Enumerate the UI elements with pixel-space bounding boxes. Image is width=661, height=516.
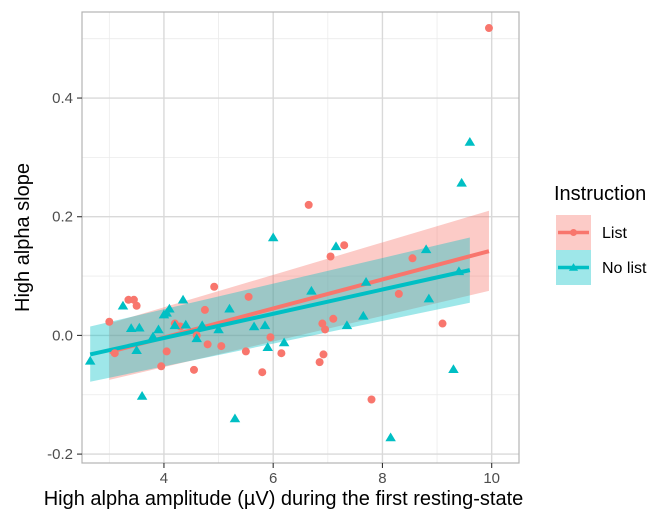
legend-key-marker — [570, 229, 577, 236]
data-point — [147, 331, 159, 341]
data-point — [329, 314, 338, 323]
data-point — [277, 349, 286, 358]
plot-panel-border — [81, 11, 520, 464]
axis-ticks: 4 6 8 10 -0.2 0.0 0.2 0.4 — [47, 90, 500, 487]
data-point — [360, 277, 372, 286]
data-point — [438, 319, 447, 328]
y-tick-label: 0.0 — [52, 327, 73, 344]
data-point — [464, 136, 476, 146]
data-point — [210, 282, 219, 291]
data-point — [266, 333, 275, 342]
data-point — [224, 303, 235, 313]
data-point — [267, 232, 279, 242]
data-point — [200, 305, 209, 314]
data-point — [105, 317, 114, 326]
data-point — [213, 324, 224, 334]
data-point — [408, 254, 417, 263]
data-point — [315, 358, 324, 367]
regression-line — [89, 268, 471, 357]
data-point — [132, 301, 141, 310]
x-tick-label: 8 — [378, 470, 386, 487]
data-point — [177, 294, 189, 304]
data-point — [84, 355, 96, 365]
data-point — [110, 349, 119, 358]
data-point — [203, 340, 212, 349]
data-point — [448, 364, 459, 373]
confidence-bands — [90, 210, 489, 382]
data-point — [340, 241, 349, 250]
data-point — [241, 347, 250, 356]
data-point — [153, 324, 164, 334]
data-point — [229, 413, 241, 423]
legend-label: List — [602, 225, 627, 242]
legend-item: List — [556, 215, 627, 250]
data-point — [258, 368, 267, 377]
data-point — [319, 350, 328, 359]
data-point — [394, 289, 403, 298]
data-point — [326, 252, 335, 261]
data-point — [456, 177, 467, 187]
x-axis-title: High alpha amplitude (µV) during the fir… — [44, 488, 524, 510]
legend-item: No list — [556, 250, 647, 285]
data-point — [423, 293, 435, 303]
confidence-band — [109, 210, 489, 380]
data-point — [125, 323, 137, 333]
data-point — [129, 295, 138, 304]
data-point — [278, 337, 290, 347]
data-point — [321, 325, 330, 334]
grid — [82, 12, 519, 463]
data-point — [164, 303, 175, 313]
data-point — [191, 333, 202, 343]
data-point — [484, 24, 493, 33]
data-point — [330, 241, 342, 251]
data-point — [304, 200, 313, 209]
data-point — [318, 319, 327, 328]
data-point — [358, 310, 369, 320]
legend-title: Instruction — [554, 183, 646, 205]
regression-lines — [89, 249, 490, 357]
data-point — [169, 320, 181, 330]
data-point — [196, 320, 208, 330]
data-points — [84, 24, 493, 442]
data-point — [117, 300, 129, 310]
data-point — [306, 285, 317, 295]
data-point — [134, 322, 145, 332]
data-point — [262, 342, 273, 352]
data-point — [189, 365, 198, 374]
legend-key-marker — [568, 263, 579, 271]
data-point — [453, 266, 465, 276]
data-point — [131, 345, 142, 354]
y-tick-label: 0.4 — [52, 90, 73, 107]
data-point — [385, 432, 396, 442]
x-tick-label: 10 — [483, 470, 500, 487]
data-point — [180, 319, 192, 329]
data-point — [217, 342, 226, 351]
data-point — [259, 320, 271, 330]
y-axis-title: High alpha slope — [12, 163, 34, 312]
data-point — [162, 347, 171, 356]
data-point — [420, 244, 432, 254]
data-point — [157, 362, 166, 371]
data-point — [248, 321, 260, 331]
x-tick-label: 6 — [269, 470, 277, 487]
x-tick-label: 4 — [160, 470, 168, 487]
legend: Instruction List No list — [554, 183, 647, 285]
data-point — [367, 395, 376, 404]
y-tick-label: 0.2 — [52, 209, 73, 226]
legend-label: No list — [602, 260, 647, 277]
confidence-band — [90, 237, 470, 382]
data-point — [136, 390, 148, 400]
data-point — [341, 320, 353, 330]
y-tick-label: -0.2 — [47, 446, 73, 463]
data-point — [244, 292, 253, 301]
